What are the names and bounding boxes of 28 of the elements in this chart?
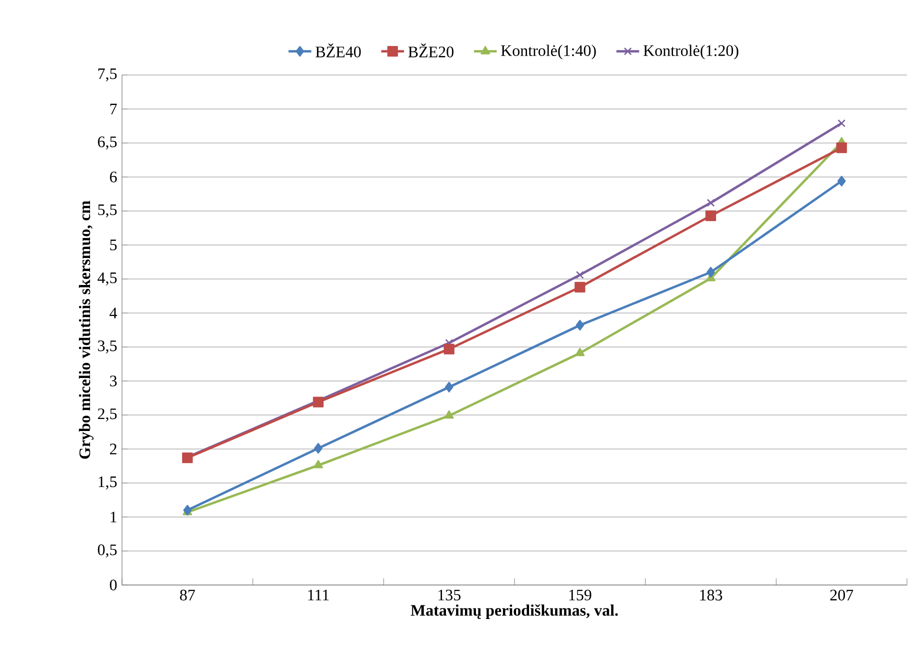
y-tick-label: 0	[110, 580, 117, 590]
x-tick-label: 111	[308, 590, 329, 600]
x-tick-label: 135	[438, 590, 460, 600]
legend-label: Kontrolė(1:40)	[501, 44, 596, 60]
y-tick-label: 0,5	[98, 544, 117, 558]
y-tick-label: 7,5	[98, 68, 117, 82]
legend-label: BŽE40	[316, 43, 361, 58]
y-tick-label: 5,5	[98, 204, 117, 218]
y-tick-label: 6,5	[98, 136, 117, 150]
x-tick-label: 183	[700, 590, 722, 600]
y-tick-label: 1,5	[98, 476, 117, 490]
y-tick-label: 6	[110, 172, 117, 182]
legend-label: Kontrolė(1:20)	[644, 44, 738, 60]
y-tick-label: 4,5	[98, 272, 117, 286]
legend-label: BŽE20	[408, 43, 454, 58]
y-axis-title: Grybo micelio vidutinis skersmuo, cm	[78, 200, 94, 459]
x-axis-title: Matavimų periodiškumas, val.	[410, 604, 618, 620]
y-tick-label: 3	[110, 376, 117, 386]
y-tick-label: 2	[110, 444, 116, 454]
x-tick-label: 207	[830, 590, 854, 600]
y-tick-label: 7	[110, 104, 117, 114]
y-tick-label: 1	[110, 512, 116, 522]
y-tick-label: 2,5	[98, 408, 117, 422]
y-tick-label: 4	[110, 308, 118, 318]
y-tick-label: 5	[110, 240, 117, 250]
y-tick-label: 3,5	[98, 340, 117, 354]
x-tick-label: 159	[569, 590, 592, 600]
x-tick-label: 87	[180, 590, 195, 600]
